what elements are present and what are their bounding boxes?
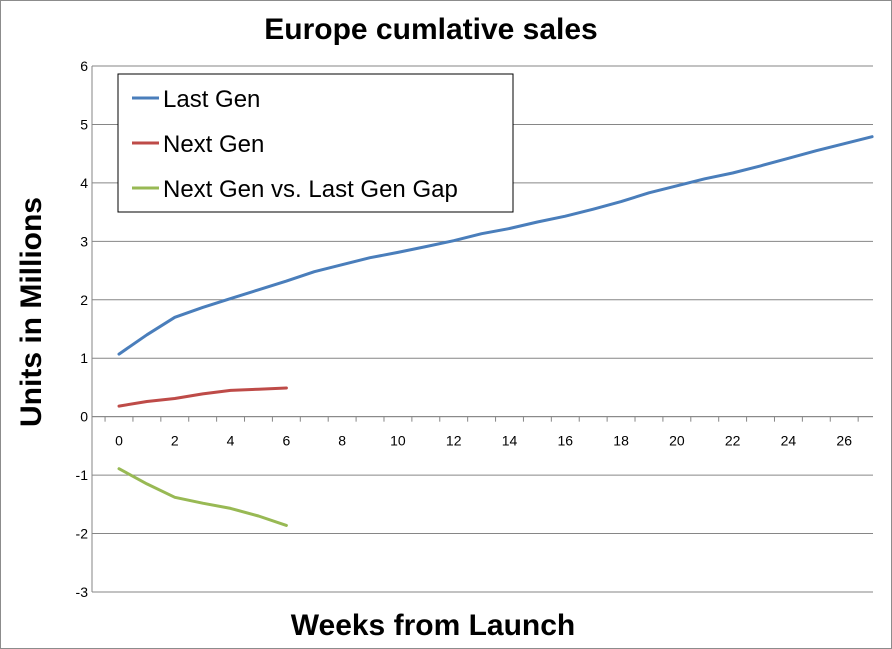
x-tick-label: 20 [669,433,685,449]
chart-title: Europe cumlative sales [264,13,598,46]
x-tick-label: 0 [115,433,123,449]
x-tick-label: 16 [557,433,573,449]
x-tick-label: 22 [725,433,741,449]
y-tick-label: -2 [76,526,89,542]
x-tick-label: 6 [282,433,290,449]
series-lines [117,135,874,527]
y-tick-label: -3 [76,584,89,600]
y-tick-label: 3 [80,233,88,249]
y-tick-label: 4 [80,175,88,191]
legend: Last Gen Next Gen Next Gen vs. Last Gen Ga… [117,73,514,213]
y-tick-label: 5 [80,116,88,132]
x-tick-label: 10 [390,433,406,449]
y-tick-label: 6 [80,58,88,74]
series-line-3 [117,467,288,527]
x-tick-label: 4 [227,433,235,449]
x-tick-label: 18 [613,433,629,449]
x-tick-label: 8 [338,433,346,449]
x-tick-label: 12 [446,433,462,449]
y-tick-label: 2 [80,292,88,308]
x-tick-label: 14 [502,433,518,449]
y-tick-label: 0 [80,409,88,425]
x-axis-title: Weeks from Launch [291,609,576,642]
x-tick-label: 24 [781,433,797,449]
y-axis-title: Units in Millions [15,197,48,427]
x-tick-label: 26 [836,433,852,449]
legend-label: Last Gen [163,86,260,113]
y-tick-label: -1 [76,467,89,483]
x-tick-label: 2 [171,433,179,449]
series-line-2 [117,386,288,408]
legend-label: Next Gen vs. Last Gen Gap [163,176,458,203]
series-line-1 [117,135,874,356]
y-tick-label: 1 [80,350,88,366]
legend-label: Next Gen [163,131,264,158]
legend-box [117,73,514,213]
